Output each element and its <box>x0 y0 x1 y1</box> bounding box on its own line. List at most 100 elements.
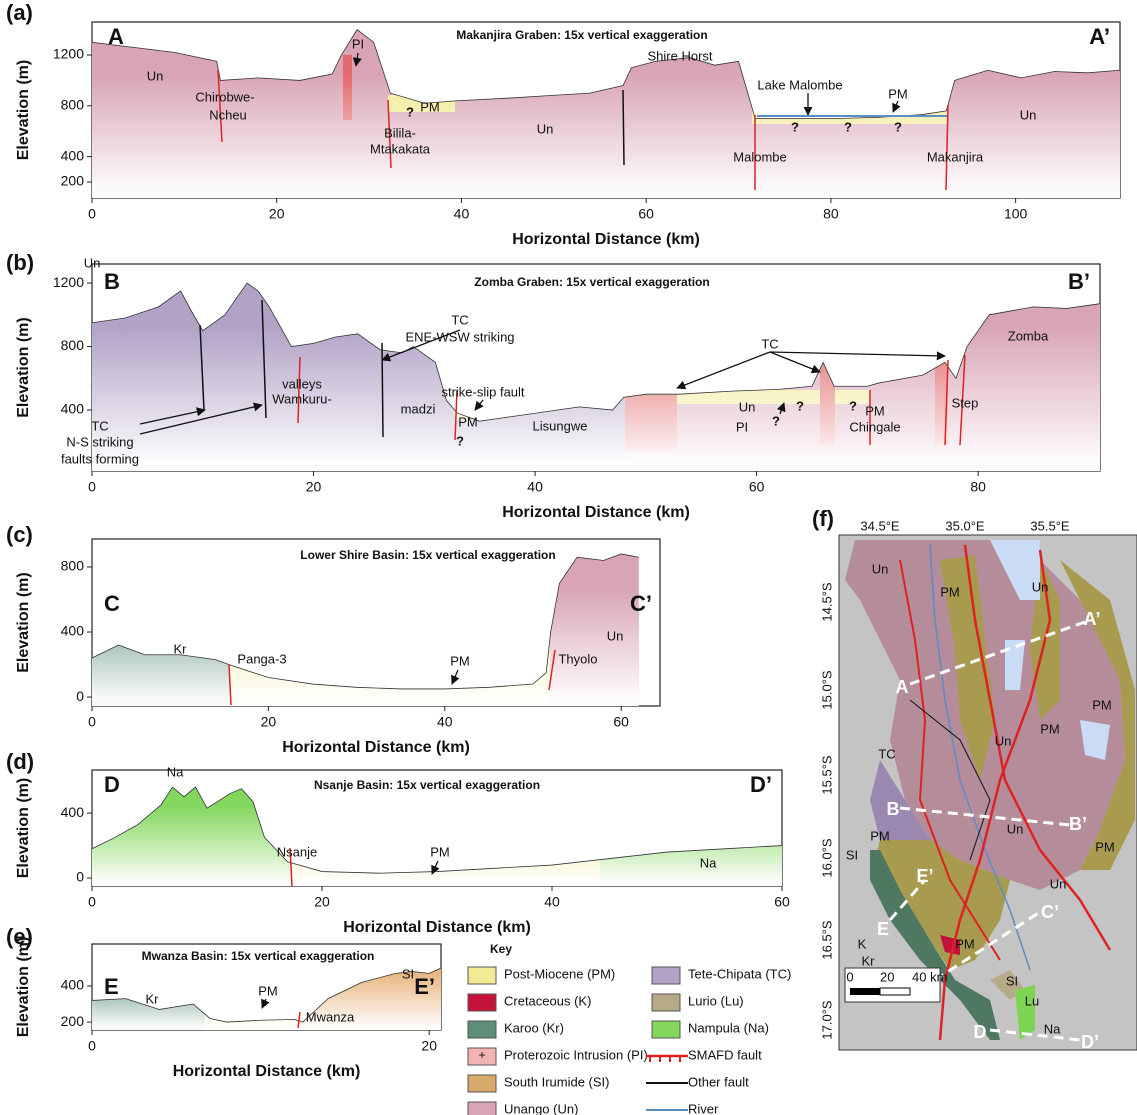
annotation: Nsanje <box>277 844 317 859</box>
map-label: Na <box>1044 1021 1061 1036</box>
key-label: Post-Miocene (PM) <box>504 966 615 981</box>
key-label: Nampula (Na) <box>688 1020 769 1035</box>
profile-panel: 0204060801002004008001200(a)Makanjira Gr… <box>6 0 1120 248</box>
section-end: A’ <box>1089 24 1110 49</box>
annotation: Chingale <box>849 419 900 434</box>
key-symbol: + <box>478 1048 485 1062</box>
key-label: Unango (Un) <box>504 1101 578 1115</box>
annotation: PM <box>450 653 470 668</box>
annotation: Na <box>167 764 184 779</box>
annotation: Kr <box>174 641 188 656</box>
key-label: River <box>688 1101 719 1115</box>
scale-label: 0 <box>846 969 853 984</box>
key-title: Key <box>490 942 512 956</box>
map-label: TC <box>878 746 895 761</box>
annotation: Zomba <box>1008 328 1049 343</box>
key-label: Other fault <box>688 1074 749 1089</box>
map-label: E’ <box>916 866 933 886</box>
annotation: Un <box>607 628 624 643</box>
scale-bar <box>880 988 910 995</box>
scale-label: 20 <box>880 969 894 984</box>
section-start: C <box>104 591 120 616</box>
map-label: K <box>858 936 867 951</box>
panel-label: (a) <box>6 0 33 25</box>
lon-label: 35.0°E <box>945 518 985 533</box>
x-tick-label: 60 <box>638 206 654 222</box>
map-label: E <box>877 919 889 939</box>
section-end: B’ <box>1068 269 1090 294</box>
map-label: PM <box>1040 721 1060 736</box>
annotation: ENE-WSW striking <box>405 329 514 344</box>
section-start: E <box>104 974 119 999</box>
annotation: Wamkuru- <box>272 391 331 406</box>
map-label: C’ <box>1041 902 1059 922</box>
chart-title: Zomba Graben: 15x vertical exaggeration <box>474 275 709 289</box>
y-tick-label: 400 <box>61 623 85 639</box>
section-start: A <box>108 24 124 49</box>
annotation: Mwanza <box>306 1009 355 1024</box>
fault <box>623 90 624 165</box>
map-label: Un <box>872 561 889 576</box>
chart-title: Makanjira Graben: 15x vertical exaggerat… <box>456 28 707 42</box>
annotation: Bilila- <box>384 125 416 140</box>
x-tick-label: 100 <box>1004 206 1028 222</box>
key-swatch <box>652 1021 680 1038</box>
annotation: valleys <box>282 376 322 391</box>
annotation: Lisungwe <box>533 418 588 433</box>
annotation: ? <box>844 119 852 134</box>
key-label: Cretaceous (K) <box>504 993 591 1008</box>
annotation: PM <box>420 99 440 114</box>
key-swatch <box>468 1102 496 1115</box>
map-label: SI <box>846 847 858 862</box>
annotation: PM <box>865 403 885 418</box>
y-tick-label: 200 <box>61 173 85 189</box>
x-tick-label: 80 <box>970 479 986 495</box>
map-label: Lu <box>1025 993 1039 1008</box>
annotation: Lake Malombe <box>757 77 842 92</box>
y-tick-label: 400 <box>61 401 85 417</box>
figure: UnPMUnAA’UnPMPMTCBB’PMUnPMSIE’UnEC’PMKKr… <box>0 0 1137 1115</box>
annotation: Panga-3 <box>237 651 286 666</box>
key-label: Lurio (Lu) <box>688 993 744 1008</box>
annotation: N-S striking <box>66 434 133 449</box>
y-tick-label: 800 <box>61 97 85 113</box>
map-label: PM <box>870 828 890 843</box>
annotation: PI <box>736 419 748 434</box>
key-label: Proterozoic Intrusion (PI) <box>504 1047 648 1062</box>
x-tick-label: 0 <box>88 894 96 910</box>
y-axis-label: Elevation (m) <box>15 60 32 160</box>
annotation: SI <box>402 966 414 981</box>
annotation: Thyolo <box>558 651 597 666</box>
annotation: ? <box>456 433 464 448</box>
annotation: ? <box>849 398 857 413</box>
annotation: ? <box>796 398 804 413</box>
x-axis-label: Horizontal Distance (km) <box>512 231 700 248</box>
x-tick-label: 20 <box>421 1038 437 1054</box>
annotation: TC <box>761 336 778 351</box>
y-tick-label: 1200 <box>53 46 84 62</box>
map-label: PM <box>940 584 960 599</box>
scale-bar <box>850 988 880 995</box>
x-tick-label: 40 <box>454 206 470 222</box>
annotation: Mtakakata <box>370 141 431 156</box>
map-label: B’ <box>1069 814 1087 834</box>
key-label: Tete-Chipata (TC) <box>688 966 791 981</box>
x-axis-label: Horizontal Distance (km) <box>173 1063 361 1080</box>
map-label: PM <box>955 936 975 951</box>
key-label: South Irumide (SI) <box>504 1074 610 1089</box>
chart-title: Lower Shire Basin: 15x vertical exaggera… <box>300 548 555 562</box>
x-tick-label: 60 <box>613 714 629 730</box>
scale-label: 40 km <box>912 969 947 984</box>
x-tick-label: 0 <box>88 714 96 730</box>
chart-title: Mwanza Basin: 15x vertical exaggeration <box>142 949 375 963</box>
map-label: Un <box>995 733 1012 748</box>
y-tick-label: 1200 <box>53 274 84 290</box>
x-tick-label: 0 <box>88 206 96 222</box>
map-label: Un <box>1050 876 1067 891</box>
x-tick-label: 40 <box>527 479 543 495</box>
x-tick-label: 40 <box>544 894 560 910</box>
